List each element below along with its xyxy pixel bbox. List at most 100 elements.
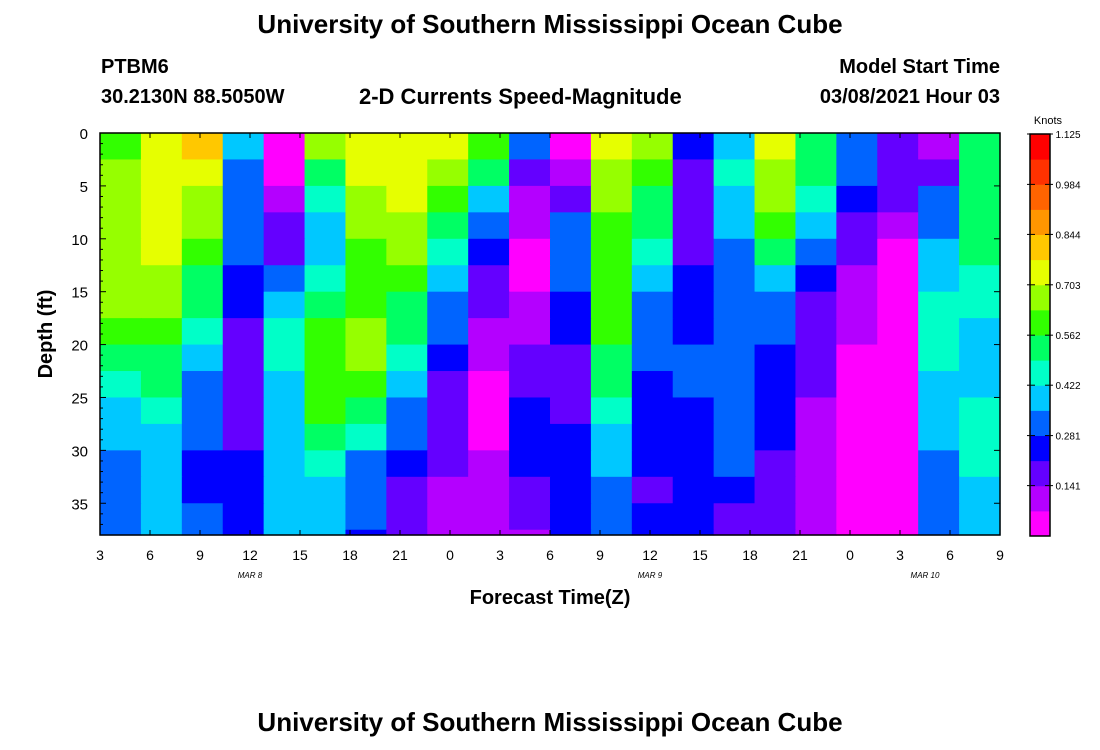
heatmap-cell — [345, 238, 387, 266]
x-tick-label: 12 — [242, 547, 258, 563]
heatmap-cell — [672, 450, 715, 478]
heatmap-cell — [836, 344, 878, 372]
heatmap-cell — [263, 185, 306, 213]
heatmap-cell — [836, 291, 878, 319]
heatmap-cell — [754, 450, 797, 478]
heatmap-cell — [877, 318, 919, 346]
x-tick-label: 18 — [342, 547, 358, 563]
heatmap-cell — [550, 450, 592, 478]
heatmap-cell — [713, 291, 756, 319]
heatmap-cell — [550, 133, 592, 161]
heatmap-cell — [795, 318, 837, 346]
heatmap-cell — [672, 133, 715, 161]
heatmap-cell — [877, 476, 919, 504]
heatmap-cell — [468, 265, 510, 293]
heatmap-cell — [181, 476, 224, 504]
heatmap-cell — [468, 291, 510, 319]
heatmap-cell — [427, 503, 469, 531]
heatmap-cell — [631, 503, 674, 531]
heatmap-cell — [754, 529, 797, 536]
heatmap-cell — [222, 212, 265, 240]
y-tick-label: 10 — [71, 232, 88, 249]
heatmap-cell — [263, 476, 306, 504]
heatmap-cell — [795, 159, 837, 187]
heatmap-cell — [713, 212, 756, 240]
y-tick-label: 30 — [71, 443, 88, 460]
heatmap-cell — [263, 371, 306, 399]
heatmap-cell — [509, 503, 551, 531]
heatmap-cell — [959, 450, 1001, 478]
heatmap-cell — [304, 265, 347, 293]
heatmap-cell — [754, 503, 797, 531]
heatmap-cell — [468, 423, 510, 451]
heatmap-cell — [590, 397, 633, 425]
colorbar-segment — [1030, 234, 1050, 261]
station-coordinates: 30.2130N 88.5050W — [101, 86, 285, 108]
heatmap-cell — [672, 185, 715, 213]
heatmap-cell — [427, 529, 469, 536]
heatmap-cell — [345, 397, 387, 425]
heatmap-cell — [100, 265, 142, 293]
heatmap-cell — [836, 265, 878, 293]
heatmap-cell — [181, 159, 224, 187]
heatmap-cell — [222, 344, 265, 372]
heatmap-cell — [386, 397, 428, 425]
heatmap-cell — [386, 238, 428, 266]
heatmap-cell — [877, 503, 919, 531]
heatmap-cell — [959, 159, 1001, 187]
heatmap-cell — [754, 185, 797, 213]
heatmap-cell — [836, 476, 878, 504]
heatmap-cell — [631, 318, 674, 346]
colorbar-segment — [1030, 460, 1050, 487]
x-tick-label: 0 — [446, 547, 454, 563]
heatmap-cell — [140, 185, 183, 213]
heatmap-cell — [550, 503, 592, 531]
heatmap-cell — [672, 503, 715, 531]
heatmap-cell — [386, 212, 428, 240]
heatmap-cell — [263, 450, 306, 478]
date-labels: MAR 8 MAR 9 MAR 10 — [238, 571, 940, 580]
heatmap-cell — [795, 344, 837, 372]
heatmap-cell — [181, 423, 224, 451]
colorbar-segment — [1030, 335, 1050, 361]
heatmap-cell — [263, 291, 306, 319]
heatmap-cell — [795, 476, 837, 504]
heatmap-cell — [222, 371, 265, 399]
heatmap-cell — [918, 476, 960, 504]
x-tick-label: 9 — [196, 547, 204, 563]
heatmap-cell — [550, 291, 592, 319]
heatmap-cell — [631, 265, 674, 293]
heatmap-cell — [509, 159, 551, 187]
heatmap-cell — [795, 133, 837, 161]
x-tick-label: 9 — [996, 547, 1004, 563]
heatmap-cell — [918, 159, 960, 187]
heatmap-cell — [509, 238, 551, 266]
heatmap-cell — [345, 133, 387, 161]
heatmap-cell — [836, 371, 878, 399]
heatmap-cell — [386, 529, 428, 536]
heatmap-cell — [140, 371, 183, 399]
heatmap-cell — [100, 450, 142, 478]
heatmap-cell — [509, 371, 551, 399]
heatmap-cell — [222, 450, 265, 478]
heatmap-cell — [181, 212, 224, 240]
heatmap-cell — [181, 371, 224, 399]
heatmap-cell — [181, 291, 224, 319]
heatmap-cell — [672, 529, 715, 536]
heatmap-cell — [713, 185, 756, 213]
heatmap-cell — [631, 397, 674, 425]
heatmap-cell — [222, 423, 265, 451]
x-tick-label: 12 — [642, 547, 658, 563]
heatmap-cell — [263, 397, 306, 425]
heatmap-cell — [181, 185, 224, 213]
heatmap-cell — [100, 238, 142, 266]
heatmap-cell — [100, 344, 142, 372]
heatmap-cell — [304, 397, 347, 425]
heatmap-cell — [918, 529, 960, 536]
heatmap-cell — [509, 265, 551, 293]
heatmap-cell — [427, 344, 469, 372]
y-tick-label: 0 — [80, 126, 88, 143]
heatmap-cell — [590, 265, 633, 293]
heatmap-cell — [181, 265, 224, 293]
heatmap-cell — [631, 371, 674, 399]
